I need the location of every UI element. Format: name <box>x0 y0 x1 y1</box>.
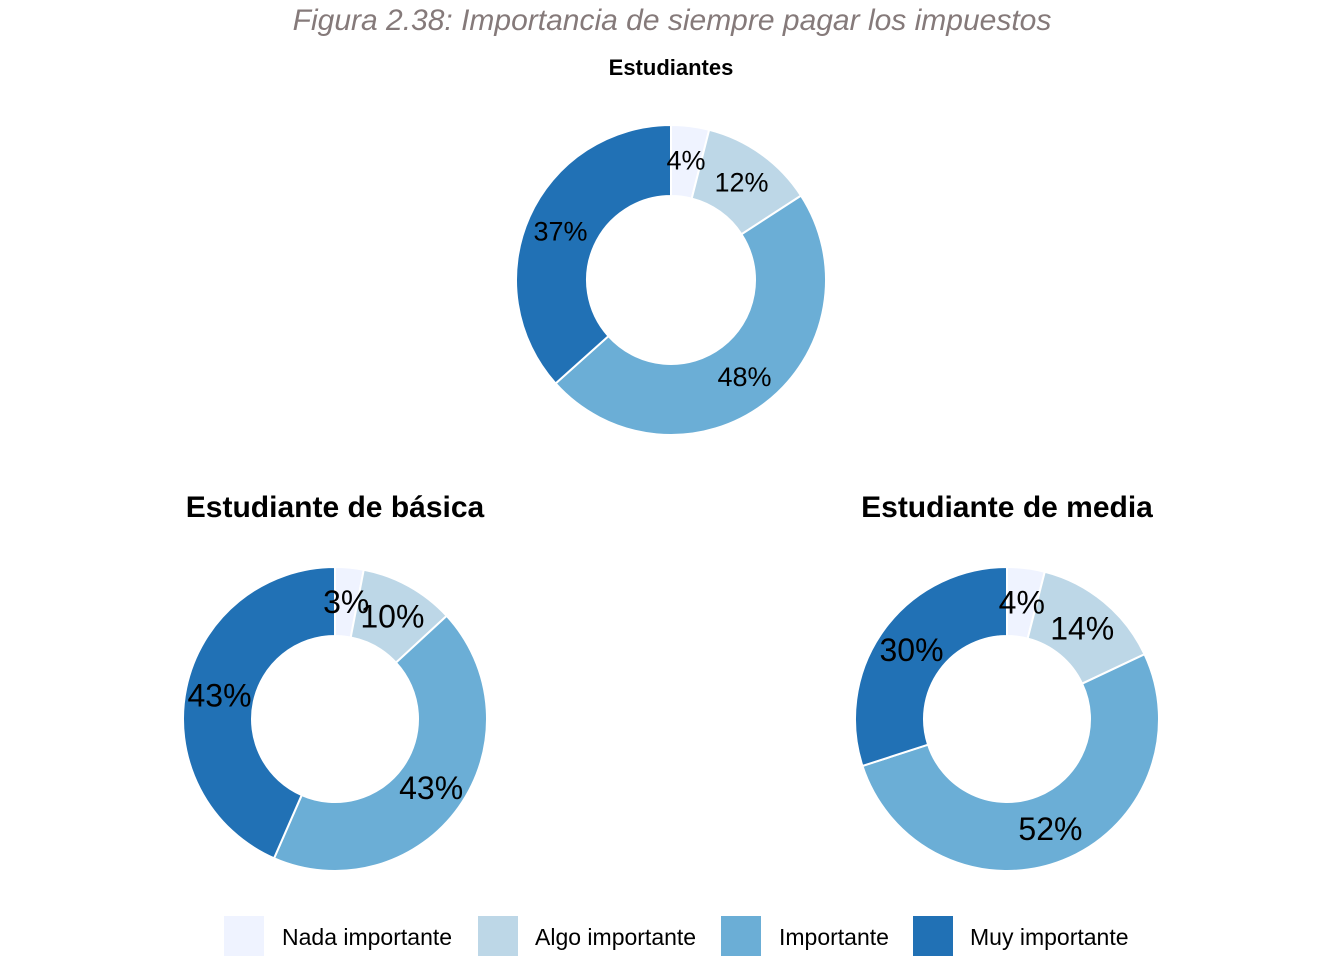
slice-label: 48% <box>718 362 772 392</box>
donut-chart-1: Estudiantes 4% 12% 48% 37% <box>515 55 827 436</box>
legend-label: Nada importante <box>282 924 452 950</box>
slice-label: 14% <box>1050 611 1114 647</box>
donut-chart-2: Estudiante de básica 3%10% 43% 43% <box>182 491 488 872</box>
slice-label: 4% <box>667 146 706 176</box>
slice-label: 12% <box>714 167 768 197</box>
legend-label: Algo importante <box>535 924 696 950</box>
chart-title: Estudiante de básica <box>186 491 485 524</box>
slice-label: 37% <box>533 216 587 246</box>
slice-label: 43% <box>187 677 251 713</box>
legend-swatch <box>913 916 953 956</box>
chart-title: Estudiante de media <box>861 491 1153 524</box>
chart-title: Estudiantes <box>609 55 734 80</box>
slice-label: 10% <box>360 598 424 634</box>
legend-swatch <box>478 916 518 956</box>
legend-swatch <box>721 916 761 956</box>
donut-chart-3: Estudiante de media 4%14% 52% 30% <box>854 491 1160 873</box>
legend-item-importante: Importante <box>721 916 889 956</box>
legend-label: Muy importante <box>970 924 1129 950</box>
charts-group: Estudiantes 4% 12% 48% 37% Estudiante de bási… <box>182 55 1160 873</box>
legend-item-muy-importante: Muy importante <box>913 916 1129 956</box>
slice-importante <box>861 652 1160 873</box>
figure-title: Figura 2.38: Importancia de siempre paga… <box>292 4 1052 37</box>
slice-importante <box>554 194 827 436</box>
legend-label: Importante <box>779 924 889 950</box>
slice-label: 3% <box>323 584 369 620</box>
slice-label: 52% <box>1018 811 1082 847</box>
slice-importante <box>272 614 488 872</box>
legend-swatch <box>224 916 264 956</box>
slice-label: 30% <box>880 632 944 668</box>
slice-muy-importante <box>854 565 1008 768</box>
legend: Nada importante Algo importante Importante… <box>224 916 1129 956</box>
legend-item-algo-importante: Algo importante <box>478 916 696 956</box>
slice-muy-importante <box>182 565 336 860</box>
legend-item-nada-importante: Nada importante <box>224 916 452 956</box>
slice-label: 4% <box>999 584 1045 620</box>
slice-muy-importante <box>515 123 672 385</box>
slice-label: 43% <box>399 770 463 806</box>
